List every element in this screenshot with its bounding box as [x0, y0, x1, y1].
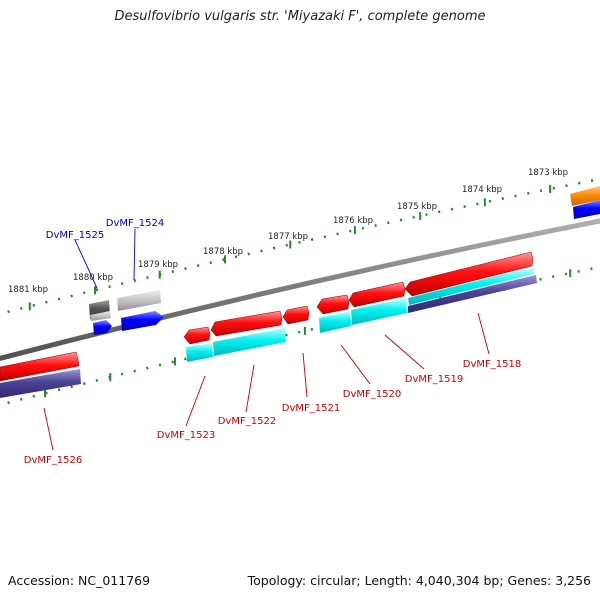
gene-glyph-dvmf-1521[interactable]	[282, 305, 310, 325]
scale-label-1879: 1879 kbp	[138, 260, 178, 270]
cds-bar-cyan-1519	[351, 298, 407, 325]
scale-label-1874: 1874 kbp	[462, 185, 502, 195]
leader-line-1522	[245, 364, 255, 413]
leader-line-1523	[185, 375, 206, 427]
cds-bar-slate-1526	[0, 369, 81, 398]
gene-glyph-dvmf-1525-light	[90, 311, 111, 321]
scale-label-1881: 1881 kbp	[8, 285, 48, 295]
gene-label-dvmf-1522[interactable]: DvMF_1522	[218, 416, 276, 427]
leader-line-1524	[133, 228, 136, 281]
gene-glyph-dvmf-1525-blue[interactable]	[93, 320, 112, 335]
gene-glyph-dvmf-1524-light[interactable]	[117, 290, 161, 311]
gene-label-dvmf-1521[interactable]: DvMF_1521	[282, 403, 340, 414]
leader-line-1519	[384, 334, 425, 370]
gene-glyph-partial-orange[interactable]	[570, 186, 600, 206]
gene-label-dvmf-1524[interactable]: DvMF_1524	[106, 218, 164, 229]
gene-glyph-dvmf-1519[interactable]	[348, 281, 406, 308]
leader-line-1521	[302, 352, 308, 398]
scale-label-1876: 1876 kbp	[333, 216, 373, 226]
gene-glyph-dvmf-1520[interactable]	[316, 294, 350, 315]
gene-glyph-partial-blue[interactable]	[573, 200, 600, 219]
inner-tick-ring	[0, 265, 600, 407]
gene-label-dvmf-1519[interactable]: DvMF_1519	[405, 374, 463, 385]
accession-label: Accession: NC_011769	[8, 573, 151, 588]
scale-label-1873: 1873 kbp	[528, 168, 568, 178]
map-title: Desulfovibrio vulgaris str. 'Miyazaki F'…	[114, 9, 486, 24]
gene-label-dvmf-1525[interactable]: DvMF_1525	[46, 230, 104, 241]
scale-label-1877: 1877 kbp	[268, 232, 308, 242]
leader-line-1518	[477, 312, 490, 355]
cds-bar-cyan-1520	[319, 311, 351, 333]
gene-label-dvmf-1523[interactable]: DvMF_1523	[157, 430, 215, 441]
gene-glyph-dvmf-1523[interactable]	[183, 326, 211, 345]
cds-bar-slate-1518	[408, 275, 537, 313]
outer-tick-ring	[0, 177, 600, 316]
outer-major-ticks	[28, 184, 552, 311]
cds-bar-cyan-1522	[213, 328, 286, 356]
scale-label-1875: 1875 kbp	[397, 202, 437, 212]
gene-glyph-dvmf-1522[interactable]	[210, 310, 283, 337]
leader-line-1525	[74, 239, 98, 289]
gene-label-dvmf-1518[interactable]: DvMF_1518	[463, 359, 521, 370]
leader-line-1526	[43, 407, 54, 451]
gene-label-dvmf-1526[interactable]: DvMF_1526	[24, 455, 82, 466]
gene-label-dvmf-1520[interactable]: DvMF_1520	[343, 389, 401, 400]
cds-bar-cyan-1523	[186, 343, 213, 362]
scale-label-1880: 1880 kbp	[73, 273, 113, 283]
gene-glyph-dvmf-1524-blue[interactable]	[121, 311, 164, 331]
cds-bar-cyan-1518	[408, 267, 534, 305]
leader-line-1520	[340, 344, 371, 385]
genome-summary-label: Topology: circular; Length: 4,040,304 bp…	[247, 573, 591, 588]
gene-glyph-dvmf-1526[interactable]	[0, 351, 80, 382]
scale-label-1878: 1878 kbp	[203, 247, 243, 257]
genome-backbone	[0, 218, 600, 361]
